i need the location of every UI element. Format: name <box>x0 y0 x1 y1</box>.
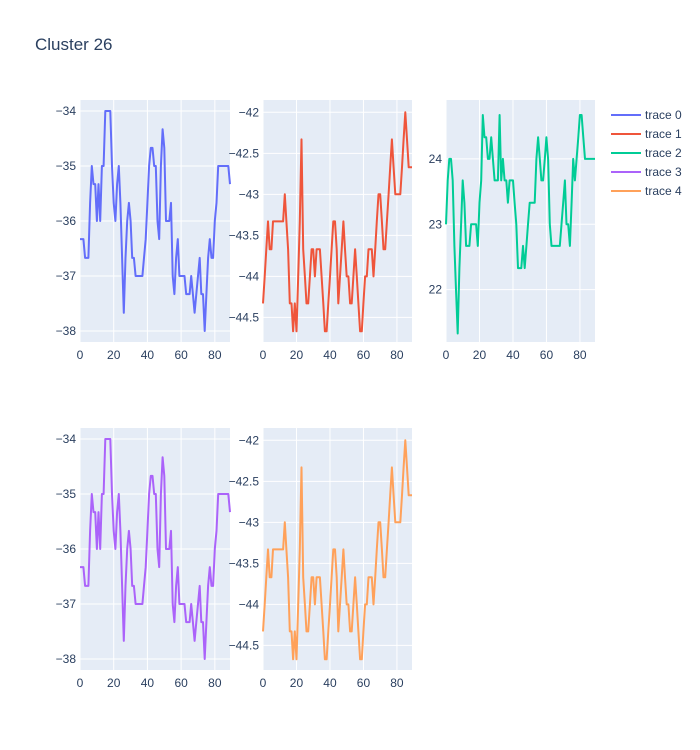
x-tick-label: 40 <box>323 348 337 362</box>
y-tick-label: −38 <box>56 652 77 666</box>
series-line-trace-2 <box>445 114 595 335</box>
series-line-trace-4 <box>262 439 412 661</box>
y-tick-label: −42.5 <box>229 146 260 160</box>
y-tick-label: −35 <box>56 487 77 501</box>
x-tick-label: 0 <box>77 348 84 362</box>
y-tick-label: −42.5 <box>229 474 260 488</box>
x-tick-label: 60 <box>540 348 554 362</box>
y-tick-label: −36 <box>56 542 77 556</box>
y-tick-label: −34 <box>56 432 77 446</box>
y-tick-label: −37 <box>56 269 77 283</box>
y-tick-label: 23 <box>429 217 443 231</box>
subplot-2: 0 20 40 60 80 −44.5 −44 −43.5 −43 −42.5 −42 <box>229 100 412 362</box>
y-tick-label: −42 <box>239 433 260 447</box>
legend-item[interactable]: trace 1 <box>611 127 682 141</box>
y-tick-label: −43.5 <box>229 556 260 570</box>
x-tick-label: 20 <box>290 348 304 362</box>
x-tick-label: 60 <box>174 348 188 362</box>
legend-label: trace 1 <box>645 127 682 141</box>
legend-item[interactable]: trace 0 <box>611 108 682 122</box>
x-tick-label: 80 <box>573 348 587 362</box>
legend-item[interactable]: trace 4 <box>611 184 682 198</box>
y-tick-label: −38 <box>56 324 77 338</box>
legend-label: trace 2 <box>645 146 682 160</box>
x-tick-label: 20 <box>107 676 121 690</box>
y-tick-label: −42 <box>239 105 260 119</box>
subplot-3: 0 20 40 60 80 22 23 24 <box>429 100 595 362</box>
x-tick-label: 60 <box>357 676 371 690</box>
x-tick-label: 40 <box>506 348 520 362</box>
y-tick-label: −44 <box>239 269 260 283</box>
x-tick-label: 80 <box>390 676 404 690</box>
x-tick-label: 80 <box>208 348 222 362</box>
x-tick-label: 40 <box>141 348 155 362</box>
x-tick-label: 60 <box>357 348 371 362</box>
y-tick-label: −44.5 <box>229 310 260 324</box>
y-tick-label: −44.5 <box>229 638 260 652</box>
y-tick-label: −36 <box>56 214 77 228</box>
series-line-trace-3 <box>80 438 231 660</box>
x-tick-label: 0 <box>260 348 267 362</box>
plot-background <box>446 100 595 342</box>
series-line-trace-1 <box>262 111 412 333</box>
y-tick-label: −43 <box>239 515 260 529</box>
legend-item[interactable]: trace 2 <box>611 146 682 160</box>
y-tick-label: −44 <box>239 597 260 611</box>
plot-background <box>263 100 412 342</box>
x-tick-label: 40 <box>141 676 155 690</box>
x-tick-label: 20 <box>107 348 121 362</box>
x-tick-label: 20 <box>290 676 304 690</box>
subplot-1: 0 20 40 60 80 −38 −37 −36 −35 −34 <box>56 100 231 362</box>
subplot-5: 0 20 40 60 80 −44.5 −44 −43.5 −43 −42.5 −42 <box>229 428 412 690</box>
x-tick-label: 0 <box>77 676 84 690</box>
y-tick-label: −43.5 <box>229 228 260 242</box>
series-line-trace-0 <box>80 110 231 332</box>
y-tick-label: −43 <box>239 187 260 201</box>
y-tick-label: 22 <box>429 283 443 297</box>
chart-title: Cluster 26 <box>35 35 112 54</box>
legend-label: trace 3 <box>645 165 682 179</box>
legend-label: trace 4 <box>645 184 682 198</box>
legend-item[interactable]: trace 3 <box>611 165 682 179</box>
x-tick-label: 20 <box>473 348 487 362</box>
subplot-panels: 0 20 40 60 80 −38 −37 −36 −35 −34 0 20 40 60 80 −44.5 −4… <box>56 100 595 690</box>
subplot-4: 0 20 40 60 80 −38 −37 −36 −35 −34 <box>56 428 231 690</box>
x-tick-label: 80 <box>208 676 222 690</box>
legend: trace 0 trace 1 trace 2 trace 3 trace 4 <box>611 108 682 198</box>
x-tick-label: 0 <box>443 348 450 362</box>
x-tick-label: 40 <box>323 676 337 690</box>
y-tick-label: −37 <box>56 597 77 611</box>
plot-background <box>263 428 412 670</box>
legend-label: trace 0 <box>645 108 682 122</box>
y-tick-label: −34 <box>56 104 77 118</box>
y-tick-label: −35 <box>56 159 77 173</box>
x-tick-label: 60 <box>174 676 188 690</box>
x-tick-label: 80 <box>390 348 404 362</box>
y-tick-label: 24 <box>429 152 443 166</box>
x-tick-label: 0 <box>260 676 267 690</box>
